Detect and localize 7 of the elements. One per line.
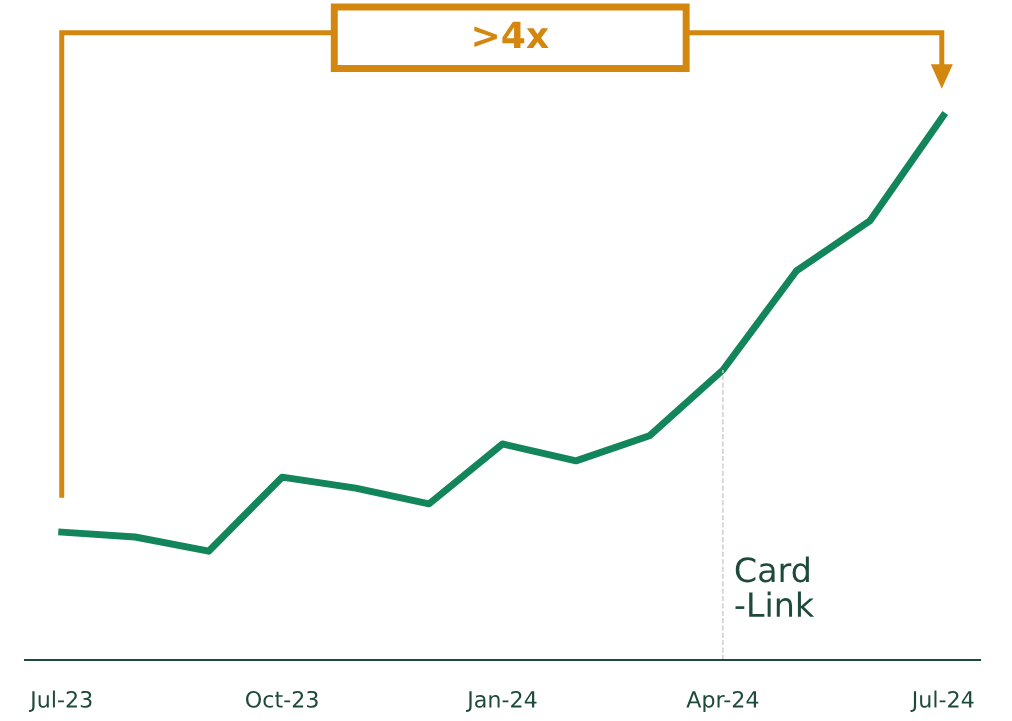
x-tick-label: Oct-23 (246, 690, 318, 708)
x-tick-label: Jul-24 (910, 690, 974, 712)
ref-line-label: Card -Link (735, 556, 815, 617)
text: >4x (474, 21, 549, 49)
x-tick-label: Jul-23 (29, 690, 92, 712)
x-tick-label: Apr-24 (686, 690, 759, 713)
x-tick-label: Jan-24 (466, 690, 537, 712)
